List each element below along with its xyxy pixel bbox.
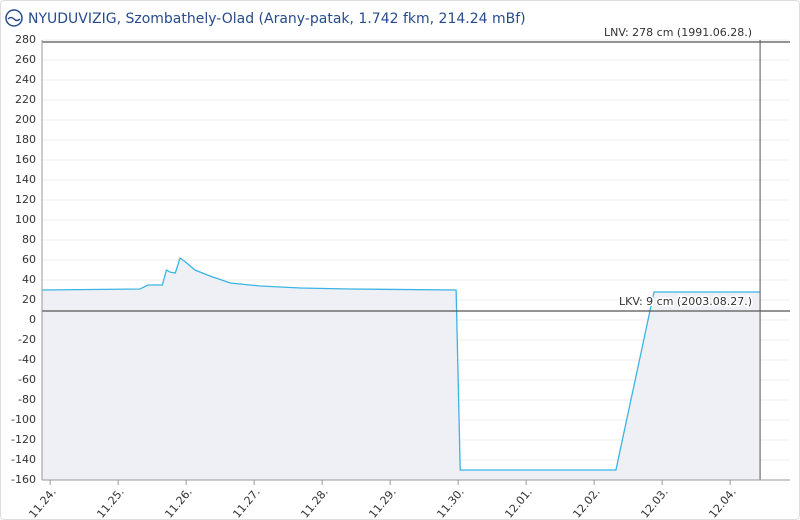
chart-title: NYUDUVIZIG, Szombathely-Olad (Arany-pata… (28, 11, 526, 27)
y-tick-label: -40 (18, 353, 36, 366)
y-tick-label: -80 (18, 393, 36, 406)
y-tick-label: 280 (15, 33, 36, 46)
y-tick-label: 0 (29, 313, 36, 326)
y-tick-label: -60 (18, 373, 36, 386)
y-tick-label: -160 (11, 473, 36, 486)
y-tick-label: 120 (15, 193, 36, 206)
y-tick-label: 160 (15, 153, 36, 166)
reference-label: LNV: 278 cm (1991.06.28.) (604, 26, 752, 39)
y-tick-label: -100 (11, 413, 36, 426)
area (42, 258, 761, 480)
y-tick-label: 60 (22, 253, 36, 266)
logo (5, 9, 23, 27)
y-tick-label: 20 (22, 293, 36, 306)
y-tick-label: 200 (15, 113, 36, 126)
y-tick-label: 40 (22, 273, 36, 286)
y-tick-label: 100 (15, 213, 36, 226)
y-tick-label: 80 (22, 233, 36, 246)
line (41, 256, 761, 471)
y-tick-label: 240 (15, 73, 36, 86)
y-tick-label: 220 (15, 93, 36, 106)
y-tick-label: 180 (15, 133, 36, 146)
y-tick-label: -20 (18, 333, 36, 346)
y-tick-label: 140 (15, 173, 36, 186)
y-tick-label: -120 (11, 433, 36, 446)
reference-label: LKV: 9 cm (2003.08.27.) (619, 295, 752, 308)
y-tick-label: 260 (15, 53, 36, 66)
y-tick-label: -140 (11, 453, 36, 466)
